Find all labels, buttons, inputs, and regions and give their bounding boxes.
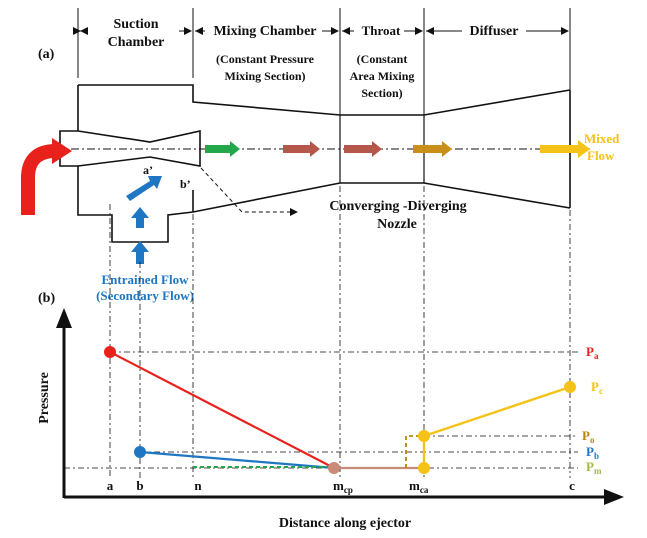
section-mixing-sub1: (Constant Pressure xyxy=(216,52,315,66)
throat-span-arrowhead-left xyxy=(342,27,350,35)
nozzle-pointer-arrowhead xyxy=(290,208,298,216)
x-tick-a: a xyxy=(107,478,114,493)
x-tick-n: n xyxy=(194,478,202,493)
nozzle-label-1: Converging -Diverging xyxy=(329,199,466,214)
point-mcp xyxy=(328,462,340,474)
entrained-label-1: Entrained Flow xyxy=(101,272,189,287)
primary-pressure-line xyxy=(109,351,335,469)
label-Pm: Pm xyxy=(586,459,602,476)
y-axis-arrowhead xyxy=(56,308,72,328)
mixed-flow-label-2: Flow xyxy=(587,148,615,163)
station-guide-lines xyxy=(109,186,571,478)
x-axis-label: Distance along ejector xyxy=(279,516,411,531)
diffuser-span-arrowhead-left xyxy=(426,27,434,35)
section-mixing-title: Mixing Chamber xyxy=(213,24,316,39)
flow-arrows xyxy=(205,140,590,158)
mixed-flow-label-1: Mixed xyxy=(584,131,620,146)
y-axis-label: Pressure xyxy=(37,372,52,424)
diffuser-pressure-line xyxy=(423,385,571,438)
label-a-prime: a’ xyxy=(143,163,153,177)
x-axis-arrowhead xyxy=(604,489,624,505)
point-mca xyxy=(418,462,430,474)
entrained-label-2: (Secondary Flow) xyxy=(96,288,194,303)
nozzle-label-2: Nozzle xyxy=(377,217,417,232)
point-o xyxy=(418,430,430,442)
mixing-span-arrowhead-left xyxy=(195,27,203,35)
section-throat-sub2: Area Mixing xyxy=(350,69,415,83)
label-b-prime: b’ xyxy=(180,177,191,191)
section-throat-sub1: (Constant xyxy=(357,52,408,66)
point-b xyxy=(134,446,146,458)
panel-b-label: (b) xyxy=(38,291,55,306)
label-Pa: Pa xyxy=(586,344,599,361)
x-tick-b: b xyxy=(136,478,143,493)
primary-nozzle xyxy=(59,130,201,167)
x-tick-c: c xyxy=(569,478,575,493)
section-suction-line1: Suction xyxy=(113,17,158,32)
point-c xyxy=(564,381,576,393)
nozzle-pointer-line xyxy=(200,167,290,213)
x-tick-mca: mca xyxy=(409,478,429,495)
primary-inlet-arrow-body xyxy=(21,144,57,215)
label-Pc: Pc xyxy=(591,379,603,396)
secondary-pressure-line xyxy=(139,450,335,470)
x-tick-mcp: mcp xyxy=(333,478,353,495)
section-throat-title: Throat xyxy=(362,23,401,38)
suction-span-arrowhead-left xyxy=(80,27,88,35)
section-mixing-sub2: Mixing Section) xyxy=(225,69,306,83)
panel-a-label: (a) xyxy=(38,47,55,62)
secondary-flow-arrows xyxy=(126,176,162,264)
section-throat-sub3: Section) xyxy=(361,86,402,100)
point-a xyxy=(104,346,116,358)
primary-inlet-arrowhead xyxy=(52,138,72,164)
section-diffuser-title: Diffuser xyxy=(470,24,519,39)
section-suction-line2: Chamber xyxy=(108,35,165,50)
label-Pb: Pb xyxy=(586,444,599,461)
label-Po: Po xyxy=(582,428,595,445)
